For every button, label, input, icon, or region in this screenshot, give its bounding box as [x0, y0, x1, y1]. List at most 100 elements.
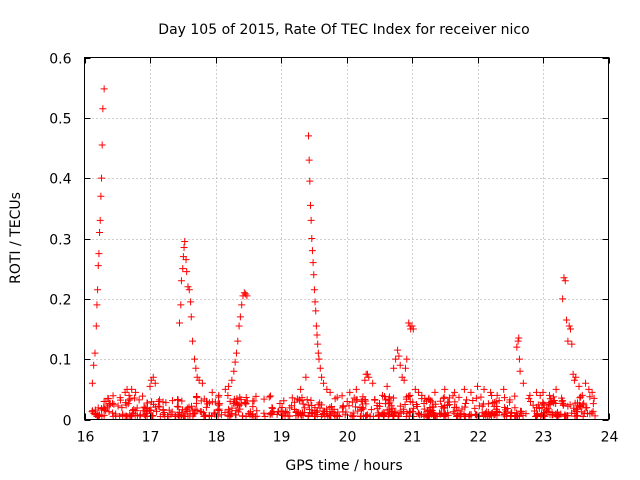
- baseline-point: [196, 408, 204, 416]
- baseline-point: [432, 412, 440, 420]
- baseline-point: [143, 405, 151, 413]
- data-point: [519, 379, 527, 387]
- baseline-point: [323, 405, 331, 413]
- data-point: [302, 373, 310, 381]
- data-point: [88, 379, 96, 387]
- x-tick-label: 23: [535, 430, 553, 446]
- baseline-point: [350, 412, 358, 420]
- baseline-point: [98, 405, 106, 413]
- data-point: [192, 364, 200, 372]
- data-point: [238, 301, 246, 309]
- baseline-point: [412, 400, 420, 408]
- baseline-point: [445, 394, 453, 402]
- data-point: [564, 337, 572, 345]
- data-point: [183, 268, 191, 276]
- baseline-point: [490, 402, 498, 410]
- baseline-point: [482, 412, 490, 420]
- baseline-point: [261, 412, 269, 420]
- baseline-point: [366, 412, 374, 420]
- data-point: [567, 325, 575, 333]
- baseline-point: [469, 396, 477, 404]
- data-point: [96, 216, 104, 224]
- baseline-point: [359, 412, 367, 420]
- baseline-point: [491, 410, 499, 418]
- baseline-point: [104, 394, 112, 402]
- baseline-point: [245, 409, 253, 417]
- data-point: [493, 391, 501, 399]
- baseline-point: [142, 412, 150, 420]
- baseline-point: [457, 412, 465, 420]
- data-point: [515, 355, 523, 363]
- y-tick-label: 0: [63, 414, 72, 430]
- baseline-point: [440, 393, 448, 401]
- baseline-point: [386, 399, 394, 407]
- data-point: [500, 385, 508, 393]
- baseline-point: [396, 409, 404, 417]
- baseline-point: [225, 407, 233, 415]
- data-point: [305, 156, 313, 164]
- data-point: [585, 385, 593, 393]
- data-point: [346, 388, 354, 396]
- data-point: [565, 322, 573, 330]
- data-point: [474, 382, 481, 390]
- data-point: [578, 391, 586, 399]
- data-point: [451, 388, 459, 396]
- data-point: [98, 141, 106, 149]
- baseline-point: [174, 403, 182, 411]
- baseline-point: [168, 408, 176, 416]
- data-point: [316, 364, 324, 372]
- data-point: [90, 361, 98, 369]
- baseline-point: [409, 398, 417, 406]
- baseline-point: [331, 395, 339, 403]
- data-point: [480, 385, 488, 393]
- data-point: [383, 382, 391, 390]
- baseline-point: [403, 393, 411, 401]
- baseline-point: [522, 410, 530, 418]
- baseline-point: [151, 403, 159, 411]
- x-tick-label: 20: [339, 430, 357, 446]
- baseline-point: [586, 410, 594, 418]
- baseline-point: [400, 408, 408, 416]
- baseline-point: [265, 393, 273, 401]
- baseline-point: [353, 396, 361, 404]
- baseline-point: [185, 403, 193, 411]
- baseline-point: [128, 407, 136, 415]
- data-point: [390, 364, 398, 372]
- data-point: [369, 379, 377, 387]
- x-tick-label: 22: [470, 430, 488, 446]
- baseline-point: [439, 394, 447, 402]
- baseline-point: [162, 399, 170, 407]
- baseline-point: [183, 408, 191, 416]
- baseline-point: [133, 404, 141, 412]
- data-point: [563, 316, 571, 324]
- x-tick-labels: 16 17 18 19 20 21 22 23 24: [77, 430, 619, 446]
- baseline-point: [260, 409, 268, 417]
- baseline-point: [343, 398, 351, 406]
- baseline-point: [511, 392, 519, 400]
- baseline-point: [147, 406, 155, 414]
- data-point: [95, 250, 103, 258]
- data-point: [561, 277, 569, 285]
- x-tick-label: 17: [142, 430, 160, 446]
- baseline-point: [332, 412, 340, 420]
- data-point: [418, 391, 426, 399]
- baseline-point: [425, 395, 433, 403]
- baseline-point: [122, 399, 130, 407]
- data-point: [243, 292, 251, 300]
- baseline-point: [375, 412, 383, 420]
- data-point: [308, 247, 316, 255]
- data-point: [306, 177, 314, 185]
- data-point: [307, 216, 315, 224]
- baseline-point: [554, 411, 562, 419]
- baseline-point: [580, 399, 588, 407]
- baseline-point: [246, 411, 254, 419]
- data-point: [560, 274, 568, 282]
- baseline-point: [458, 405, 466, 413]
- baseline-point: [216, 400, 224, 408]
- baseline-point: [126, 395, 134, 403]
- baseline-point: [385, 393, 393, 401]
- baseline-point: [301, 404, 309, 412]
- data-point: [396, 361, 404, 369]
- data-point: [395, 352, 403, 360]
